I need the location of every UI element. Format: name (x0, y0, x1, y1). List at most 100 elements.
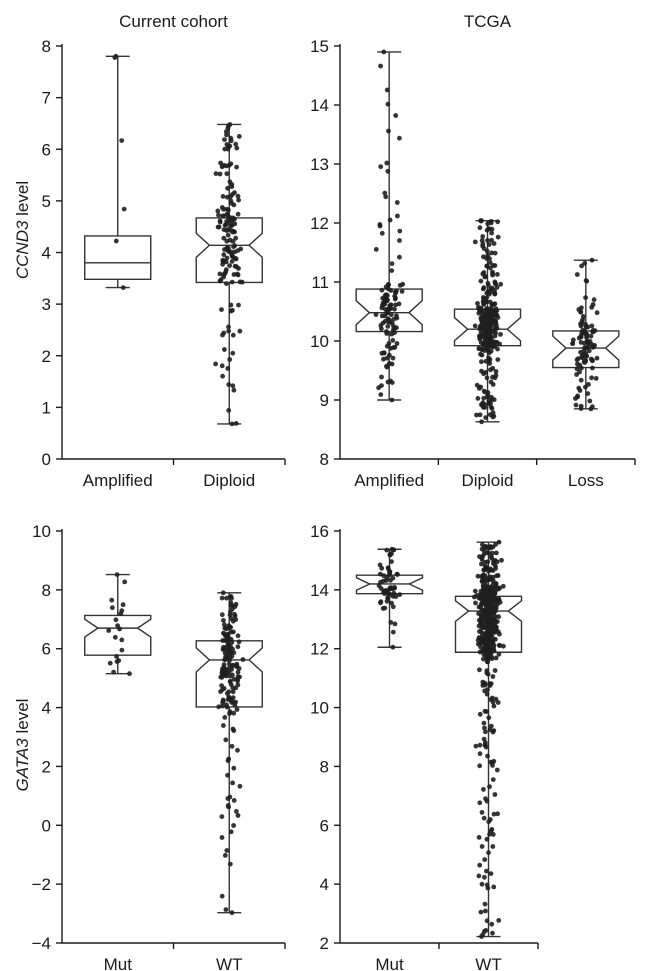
data-point (385, 306, 391, 312)
data-point (491, 884, 497, 890)
data-point (495, 219, 501, 225)
y-tick-label: 5 (42, 192, 51, 211)
data-point (120, 285, 126, 290)
data-point (478, 351, 483, 357)
data-point (230, 307, 235, 313)
data-point (233, 141, 239, 147)
y-tick-label: 4 (42, 699, 51, 718)
data-point (222, 137, 227, 143)
data-point (379, 230, 385, 236)
data-point (217, 218, 223, 224)
data-point (221, 163, 227, 168)
data-point (495, 234, 501, 240)
data-point (486, 242, 492, 247)
data-point (579, 365, 584, 371)
data-point (235, 669, 241, 675)
data-point (487, 784, 492, 790)
data-point (583, 321, 588, 327)
data-point (226, 804, 232, 810)
data-point (227, 673, 233, 679)
data-point (215, 208, 221, 214)
data-point (229, 201, 235, 206)
data-point (225, 146, 231, 152)
category-label: Loss (568, 471, 604, 490)
y-tick-label: 8 (320, 450, 329, 469)
data-point (233, 685, 239, 691)
data-point (579, 263, 584, 269)
data-point (480, 234, 486, 239)
data-point (215, 224, 221, 230)
data-point (492, 279, 498, 285)
data-point (484, 394, 490, 400)
data-point (387, 552, 393, 557)
data-point (385, 591, 391, 597)
data-point (475, 396, 481, 401)
y-tick-label: 15 (310, 37, 329, 56)
data-point (112, 634, 118, 640)
data-point (494, 767, 500, 773)
data-point (485, 344, 491, 349)
data-point (488, 723, 494, 729)
data-point (377, 223, 383, 229)
data-point (235, 193, 241, 199)
panel-title: TCGA (464, 12, 512, 31)
data-point (491, 397, 497, 403)
data-point (586, 348, 592, 354)
data-point (376, 385, 381, 391)
data-point (221, 723, 226, 728)
data-point (385, 168, 391, 174)
data-point (482, 725, 487, 731)
data-point (127, 671, 132, 677)
data-point (381, 49, 387, 55)
data-point (224, 595, 229, 601)
data-point (392, 296, 398, 302)
data-point (485, 340, 491, 345)
data-point (383, 292, 389, 298)
data-point (492, 668, 498, 673)
data-point (484, 918, 490, 924)
data-point (494, 559, 500, 565)
data-point (224, 142, 230, 147)
data-point (220, 590, 226, 596)
data-point (491, 811, 497, 817)
data-point (493, 627, 499, 632)
category-label: Amplified (83, 471, 153, 490)
data-point (490, 269, 495, 275)
data-point (488, 871, 494, 876)
data-point (226, 328, 232, 334)
data-point (234, 707, 240, 712)
data-point (581, 359, 587, 364)
data-point (230, 216, 236, 222)
panel-4: 2 4 6 8 10 12 14 16 Mut WT (310, 522, 539, 971)
data-point (231, 387, 237, 393)
data-point (222, 715, 228, 720)
data-point (500, 583, 506, 589)
data-point (240, 657, 246, 662)
data-point (224, 132, 229, 138)
y-tick-label: 4 (320, 875, 329, 894)
data-point (236, 197, 242, 203)
y-tick-label: 6 (42, 140, 51, 159)
data-point (490, 674, 496, 679)
data-point (219, 595, 225, 601)
data-point (389, 585, 394, 591)
data-point (483, 312, 489, 318)
data-point (493, 319, 499, 324)
data-point (114, 572, 120, 577)
data-point (478, 278, 484, 284)
data-point (379, 374, 384, 380)
y-tick-label: 0 (42, 816, 51, 835)
data-point (226, 382, 232, 387)
data-point (476, 635, 482, 641)
data-point (220, 213, 226, 219)
data-point (221, 227, 227, 233)
data-point (488, 597, 494, 603)
panel-1: Current cohort 0 1 2 3 4 5 6 7 8 Amplified Diploid (42, 12, 286, 490)
data-point (390, 355, 396, 361)
data-point (386, 361, 392, 366)
data-point (223, 737, 229, 743)
data-point (385, 101, 391, 107)
data-point (223, 222, 229, 227)
data-point (490, 578, 496, 583)
data-point (222, 853, 228, 858)
